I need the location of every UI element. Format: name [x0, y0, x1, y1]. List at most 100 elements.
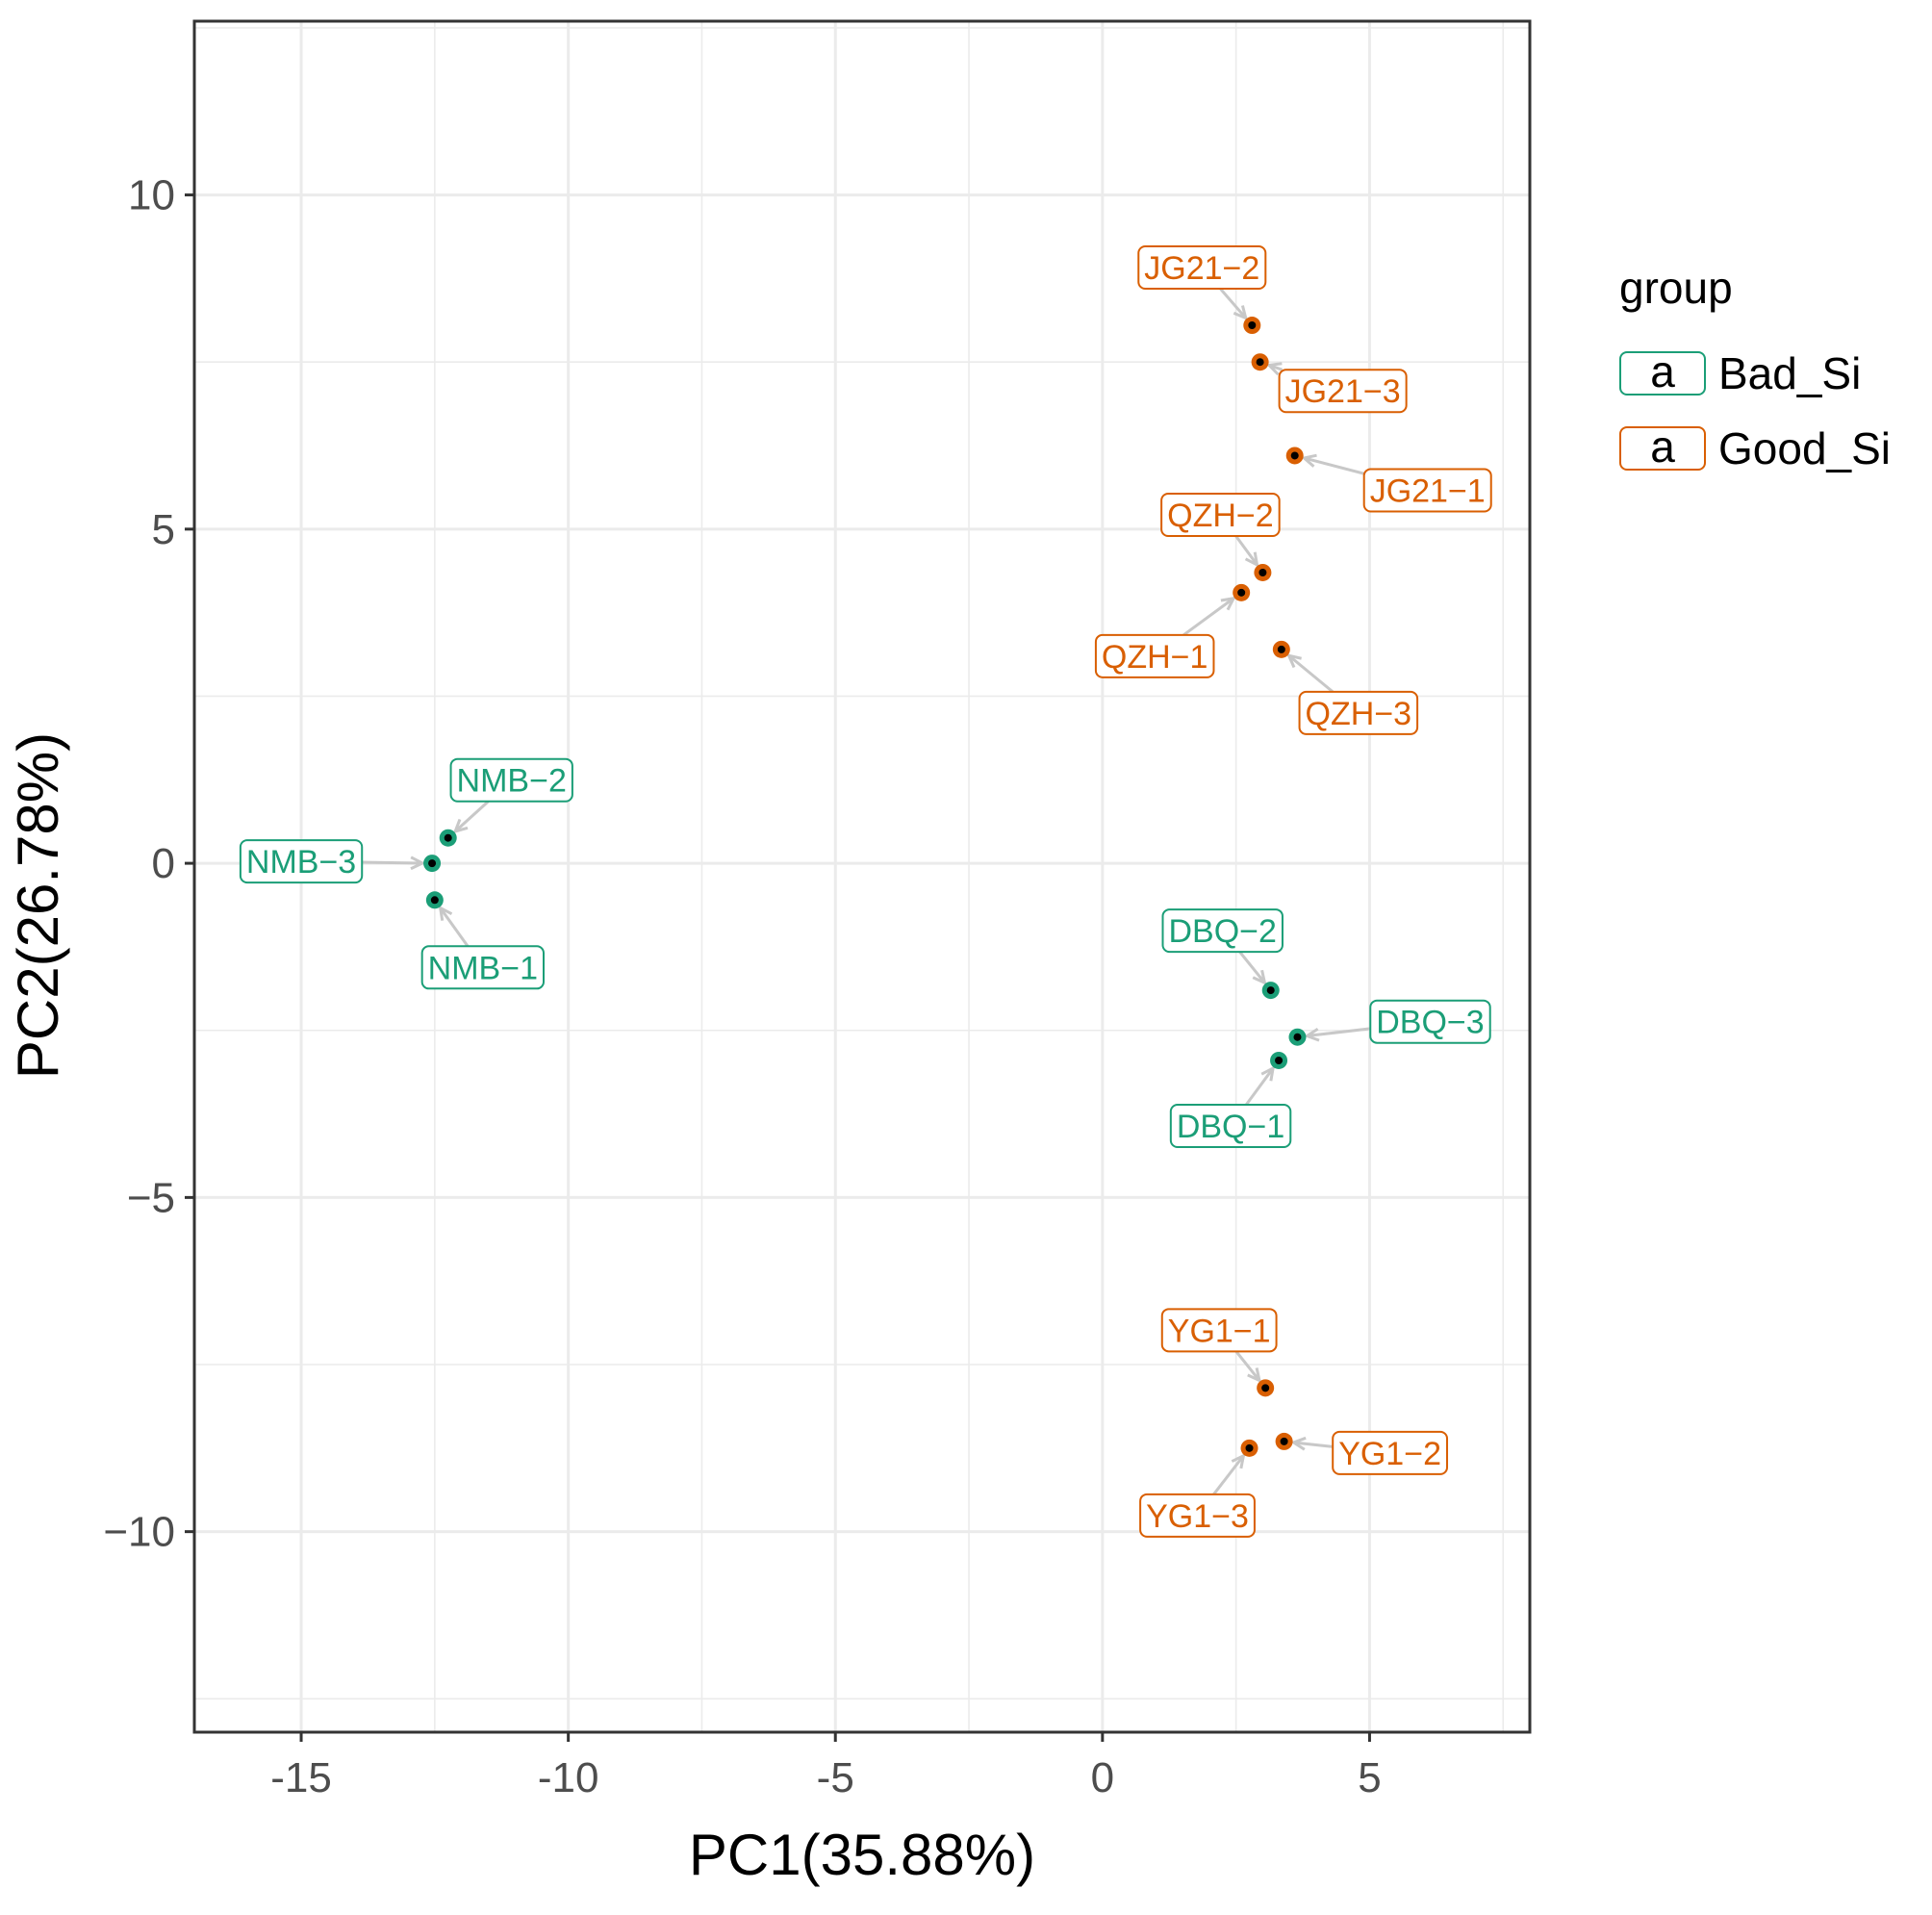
legend-entry-label: Bad_Si — [1718, 348, 1861, 398]
x-tick-label: 5 — [1358, 1754, 1381, 1801]
label-arrow — [439, 906, 470, 948]
data-point-core — [1280, 1437, 1288, 1445]
point-label-text: DBQ−2 — [1169, 913, 1277, 950]
x-tick-label: -5 — [817, 1754, 854, 1801]
point-label: YG1−1 — [1160, 1308, 1278, 1353]
point-label-text: YG1−1 — [1168, 1313, 1271, 1349]
label-arrow — [1287, 654, 1335, 694]
data-point-core — [1277, 645, 1285, 653]
label-arrowhead — [452, 818, 469, 834]
point-label-box — [1298, 690, 1419, 735]
point-label: NMB−3 — [239, 839, 364, 884]
label-arrowhead — [1252, 969, 1267, 985]
point-label: NMB−1 — [420, 945, 546, 990]
label-arrow — [1234, 1350, 1261, 1382]
point-label-text: NMB−2 — [457, 763, 567, 800]
legend-key-glyph: a — [1650, 421, 1675, 472]
x-tick-label: -15 — [270, 1754, 332, 1801]
data-point-core — [1293, 1033, 1302, 1041]
point-label-text: DBQ−1 — [1177, 1109, 1284, 1145]
point-label: DBQ−3 — [1369, 999, 1491, 1044]
point-label-text: DBQ−3 — [1376, 1005, 1484, 1041]
point-label-text: JG21−2 — [1144, 250, 1259, 287]
legend-key-box — [1619, 351, 1706, 396]
legend: group a Bad_Sia Good_Si — [1619, 263, 1891, 473]
point-label: YG1−3 — [1139, 1493, 1256, 1538]
x-tick-label: 0 — [1091, 1754, 1114, 1801]
data-point-core — [1261, 1384, 1270, 1392]
point-label-box — [1094, 633, 1215, 678]
data-point-core — [1290, 451, 1299, 460]
y-tick-label: −5 — [127, 1174, 175, 1221]
point-label-box — [1362, 468, 1492, 513]
label-arrowhead — [1285, 653, 1302, 669]
label-arrow — [1219, 288, 1247, 319]
point-label-box — [1137, 245, 1267, 291]
point-label-box — [1332, 1430, 1449, 1475]
y-tick-label: 0 — [152, 840, 175, 887]
label-arrow — [1245, 1067, 1275, 1106]
label-arrowhead — [1304, 1027, 1320, 1042]
point-label-box — [1369, 999, 1491, 1044]
point-label-box — [449, 757, 573, 803]
point-label: QZH−1 — [1094, 633, 1215, 678]
point-label-text: NMB−3 — [246, 844, 356, 881]
point-label-box — [1139, 1493, 1256, 1538]
point-label-text: JG21−1 — [1370, 472, 1486, 509]
point-label-box — [1169, 1103, 1292, 1148]
point-label-text: QZH−2 — [1167, 498, 1274, 534]
label-arrow — [1212, 1454, 1245, 1495]
point-label: NMB−2 — [449, 757, 573, 803]
label-arrowhead — [1220, 596, 1236, 611]
label-arrow — [1234, 535, 1258, 566]
data-point-core — [1266, 986, 1275, 995]
data-point-core — [428, 859, 437, 868]
label-arrowhead — [1265, 362, 1283, 376]
point-label-box — [1278, 369, 1408, 414]
point-label-box — [420, 945, 546, 990]
point-label-text: QZH−1 — [1102, 639, 1208, 676]
y-axis-title: PC2(26.78%) — [6, 732, 70, 1079]
data-point-core — [1275, 1056, 1284, 1064]
point-label-box — [1160, 1308, 1278, 1353]
y-tick-label: 10 — [128, 172, 175, 219]
data-point-core — [1256, 358, 1264, 367]
data-point-core — [1248, 321, 1257, 330]
label-arrowhead — [1260, 1065, 1276, 1082]
label-arrowhead — [438, 905, 453, 921]
y-tick-label: 5 — [152, 506, 175, 553]
point-label-box — [239, 839, 364, 884]
point-label: YG1−2 — [1332, 1430, 1449, 1475]
point-label-text: JG21−3 — [1285, 373, 1401, 410]
label-arrowhead — [1231, 1453, 1246, 1469]
point-label-text: YG1−3 — [1146, 1498, 1249, 1535]
legend-entry-label: Good_Si — [1718, 423, 1891, 473]
label-arrow — [1307, 1027, 1371, 1038]
point-label: JG21−2 — [1137, 245, 1267, 291]
point-label-text: QZH−3 — [1306, 696, 1412, 732]
x-tick-label: -10 — [538, 1754, 599, 1801]
label-arrow — [1293, 1441, 1334, 1448]
grid-layer — [194, 21, 1530, 1732]
point-label: QZH−3 — [1298, 690, 1419, 735]
axis-ticks: -15 -10 -5 0 5 −10 −5 0 5 10 — [103, 172, 1381, 1801]
data-point-core — [1237, 588, 1246, 597]
point-label-box — [1161, 908, 1284, 954]
point-label: DBQ−2 — [1161, 908, 1284, 954]
point-label: DBQ−1 — [1169, 1103, 1292, 1148]
legend-title: group — [1619, 263, 1733, 313]
label-arrow — [454, 800, 490, 833]
data-point-core — [1258, 568, 1267, 576]
data-point-core — [444, 833, 452, 842]
panel-border — [192, 19, 1532, 1734]
data-point-core — [430, 896, 439, 905]
label-arrowhead — [410, 855, 426, 871]
x-axis-title: PC1(35.88%) — [689, 1823, 1035, 1887]
point-label: JG21−3 — [1278, 369, 1408, 414]
point-label-box — [1160, 492, 1281, 537]
label-arrow — [1238, 951, 1266, 984]
point-label-text: YG1−2 — [1338, 1436, 1441, 1472]
label-arrows — [362, 288, 1371, 1495]
label-arrow — [1304, 456, 1365, 475]
